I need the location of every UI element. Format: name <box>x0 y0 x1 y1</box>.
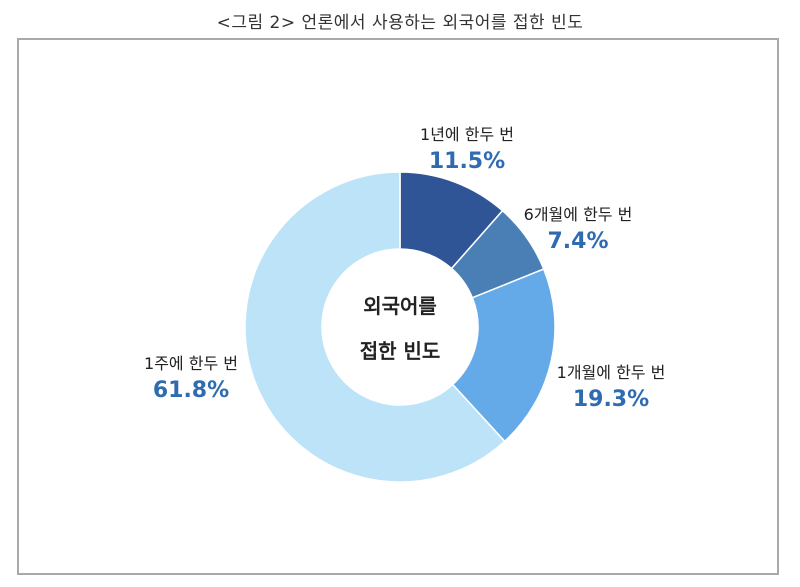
slice-4 <box>244 171 506 483</box>
center-label-line-1: 외국어를 <box>363 294 437 318</box>
figure-caption: <그림 2> 언론에서 사용하는 외국어를 접한 빈도 <box>216 13 584 33</box>
slice-3 <box>451 268 556 443</box>
chart-frame <box>17 38 779 575</box>
slice-value-1: 11.5% <box>429 149 505 174</box>
slice-label-3: 1개월에 한두 번 <box>557 363 666 382</box>
slice-label-4: 1주에 한두 번 <box>144 354 238 373</box>
donut-slices <box>244 171 556 483</box>
slice-value-4: 61.8% <box>153 378 229 403</box>
center-label-line-2: 접한 빈도 <box>360 339 441 363</box>
slice-value-2: 7.4% <box>547 229 608 254</box>
slice-labels: 1년에 한두 번 11.5% 6개월에 한두 번 7.4% 1개월에 한두 번 19.3%… <box>144 125 665 412</box>
slice-value-3: 19.3% <box>573 387 649 412</box>
slice-label-2: 6개월에 한두 번 <box>524 205 633 224</box>
slice-label-1: 1년에 한두 번 <box>420 125 514 144</box>
